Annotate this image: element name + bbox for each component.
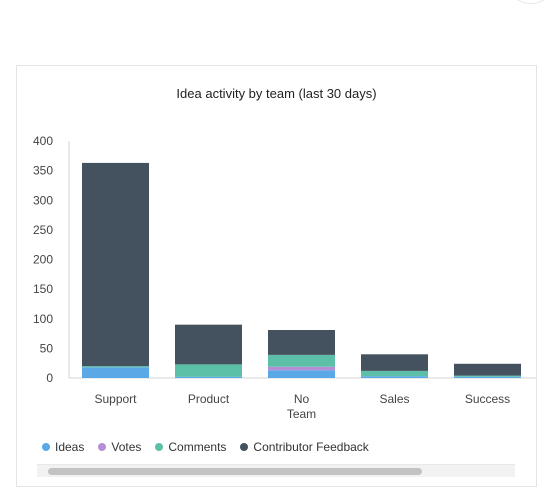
x-tick-label: Team [287,407,316,421]
x-tick-label: Sales [379,392,409,406]
x-tick-label: Product [188,392,230,406]
legend-label-comments: Comments [168,440,227,454]
bar-segment-ideas-no-team[interactable] [268,370,335,378]
legend-item-ideas[interactable]: Ideas [42,440,84,454]
y-tick-label: 400 [33,134,53,148]
legend-marker-votes [98,443,107,451]
legend-item-votes[interactable]: Votes [98,440,141,454]
chart-card: Idea activity by team (last 30 days) 400… [16,65,537,487]
bar-segment-comments-no-team[interactable] [268,354,335,367]
y-tick-label: 350 [33,164,53,178]
bar-segment-contributor-feedback-success[interactable] [454,363,521,376]
legend-label-votes: Votes [111,440,142,454]
chart-title: Idea activity by team (last 30 days) [176,86,377,101]
bar-segment-ideas-sales[interactable] [361,376,428,378]
top-right-avatar-circle [506,0,556,4]
chart-legend: Ideas Votes Comments Contributor Feedbac… [42,440,369,454]
bar-chart: 400 350 300 250 200 150 100 50 0 Support Product N… [33,134,536,421]
legend-marker-contributor-feedback [240,443,249,451]
legend-label-ideas: Ideas [55,440,85,454]
legend-item-contributor-feedback[interactable]: Contributor Feedback [240,440,369,454]
bar-segment-contributor-feedback-support[interactable] [82,162,149,367]
bar-segment-contributor-feedback-product[interactable] [175,324,242,365]
y-tick-label: 0 [46,371,53,385]
bar-segment-ideas-support[interactable] [82,367,149,378]
x-tick-label: Success [465,392,510,406]
bar-segment-ideas-product[interactable] [175,376,242,378]
y-tick-label: 300 [33,193,53,207]
bar-segment-contributor-feedback-no-team[interactable] [268,330,335,355]
legend-marker-ideas [42,443,50,451]
legend-marker-comments [155,443,164,451]
bar-segment-votes-no-team[interactable] [268,366,335,371]
horizontal-scrollbar[interactable] [37,464,515,477]
scrollbar-thumb[interactable] [48,468,422,475]
bar-segment-comments-support[interactable] [82,366,149,368]
bar-segment-contributor-feedback-sales[interactable] [361,354,428,371]
bar-segment-ideas-success[interactable] [454,376,521,378]
bar-segment-comments-sales[interactable] [361,370,428,377]
y-tick-label: 200 [33,253,53,267]
y-tick-label: 150 [33,282,53,296]
x-tick-label: No [294,392,310,406]
y-tick-label: 100 [33,312,53,326]
y-tick-label: 250 [33,223,53,237]
y-axis-ticks: 400 350 300 250 200 150 100 50 0 [33,134,53,385]
x-tick-label: Support [94,392,137,406]
bar-segment-comments-product[interactable] [175,364,242,377]
y-tick-label: 50 [40,341,54,355]
bar-series [82,162,521,378]
bar-segment-comments-success[interactable] [454,375,521,377]
legend-label-contributor-feedback: Contributor Feedback [253,440,369,454]
legend-item-comments[interactable]: Comments [155,440,226,454]
